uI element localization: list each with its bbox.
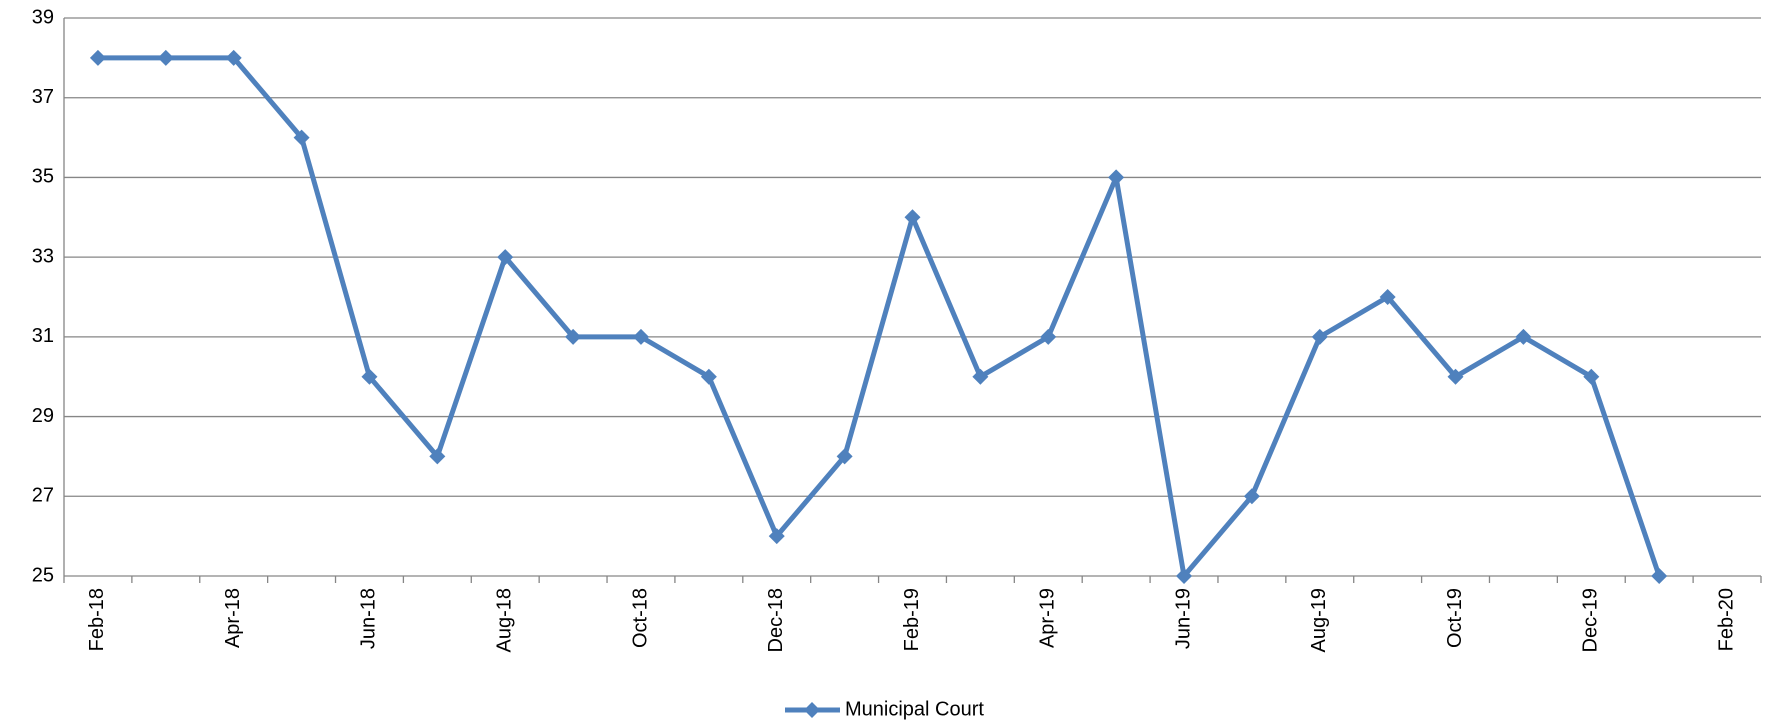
y-tick-label: 27 (32, 485, 54, 507)
y-tick-label: 33 (32, 245, 54, 267)
y-tick-label: 37 (32, 86, 54, 108)
x-tick-label: Apr-19 (1037, 588, 1059, 648)
legend-marker (804, 702, 820, 718)
x-tick-label: Oct-18 (629, 588, 651, 648)
x-tick-label: Jun-19 (1172, 588, 1194, 649)
marker (565, 328, 582, 345)
marker (1515, 328, 1532, 345)
y-tick-label: 25 (32, 564, 54, 586)
x-tick-label: Aug-18 (494, 588, 516, 653)
marker (1447, 368, 1464, 385)
marker (361, 368, 378, 385)
marker (632, 328, 649, 345)
marker (1243, 488, 1260, 505)
marker (1311, 328, 1328, 345)
x-tick-label: Feb-19 (901, 588, 923, 651)
x-tick-label: Feb-18 (86, 588, 108, 651)
marker (1379, 289, 1396, 305)
marker (768, 528, 785, 545)
marker (904, 209, 921, 226)
marker (157, 49, 174, 66)
marker (89, 49, 106, 66)
y-tick-label: 31 (32, 325, 54, 347)
x-tick-label: Feb-20 (1715, 588, 1737, 651)
marker (836, 448, 853, 465)
marker (225, 49, 242, 66)
y-tick-label: 39 (32, 6, 54, 28)
marker (497, 249, 514, 266)
x-tick-label: Oct-19 (1444, 588, 1466, 648)
marker (293, 129, 310, 146)
x-tick-label: Aug-19 (1308, 588, 1330, 653)
legend-label: Municipal Court (845, 698, 984, 720)
x-tick-label: Dec-18 (765, 588, 787, 652)
marker (1583, 368, 1600, 385)
marker (1651, 568, 1668, 584)
legend: Municipal Court (785, 698, 984, 720)
marker (972, 368, 989, 385)
marker (1108, 169, 1125, 186)
y-tick-label: 29 (32, 405, 54, 427)
marker (1176, 568, 1193, 584)
x-tick-label: Apr-18 (222, 588, 244, 648)
marker (700, 368, 717, 385)
x-tick-label: Dec-19 (1580, 588, 1602, 652)
x-tick-label: Jun-18 (358, 588, 380, 649)
marker (1040, 328, 1057, 345)
line (97, 55, 1662, 579)
y-tick-label: 35 (32, 166, 54, 188)
marker (429, 448, 446, 465)
